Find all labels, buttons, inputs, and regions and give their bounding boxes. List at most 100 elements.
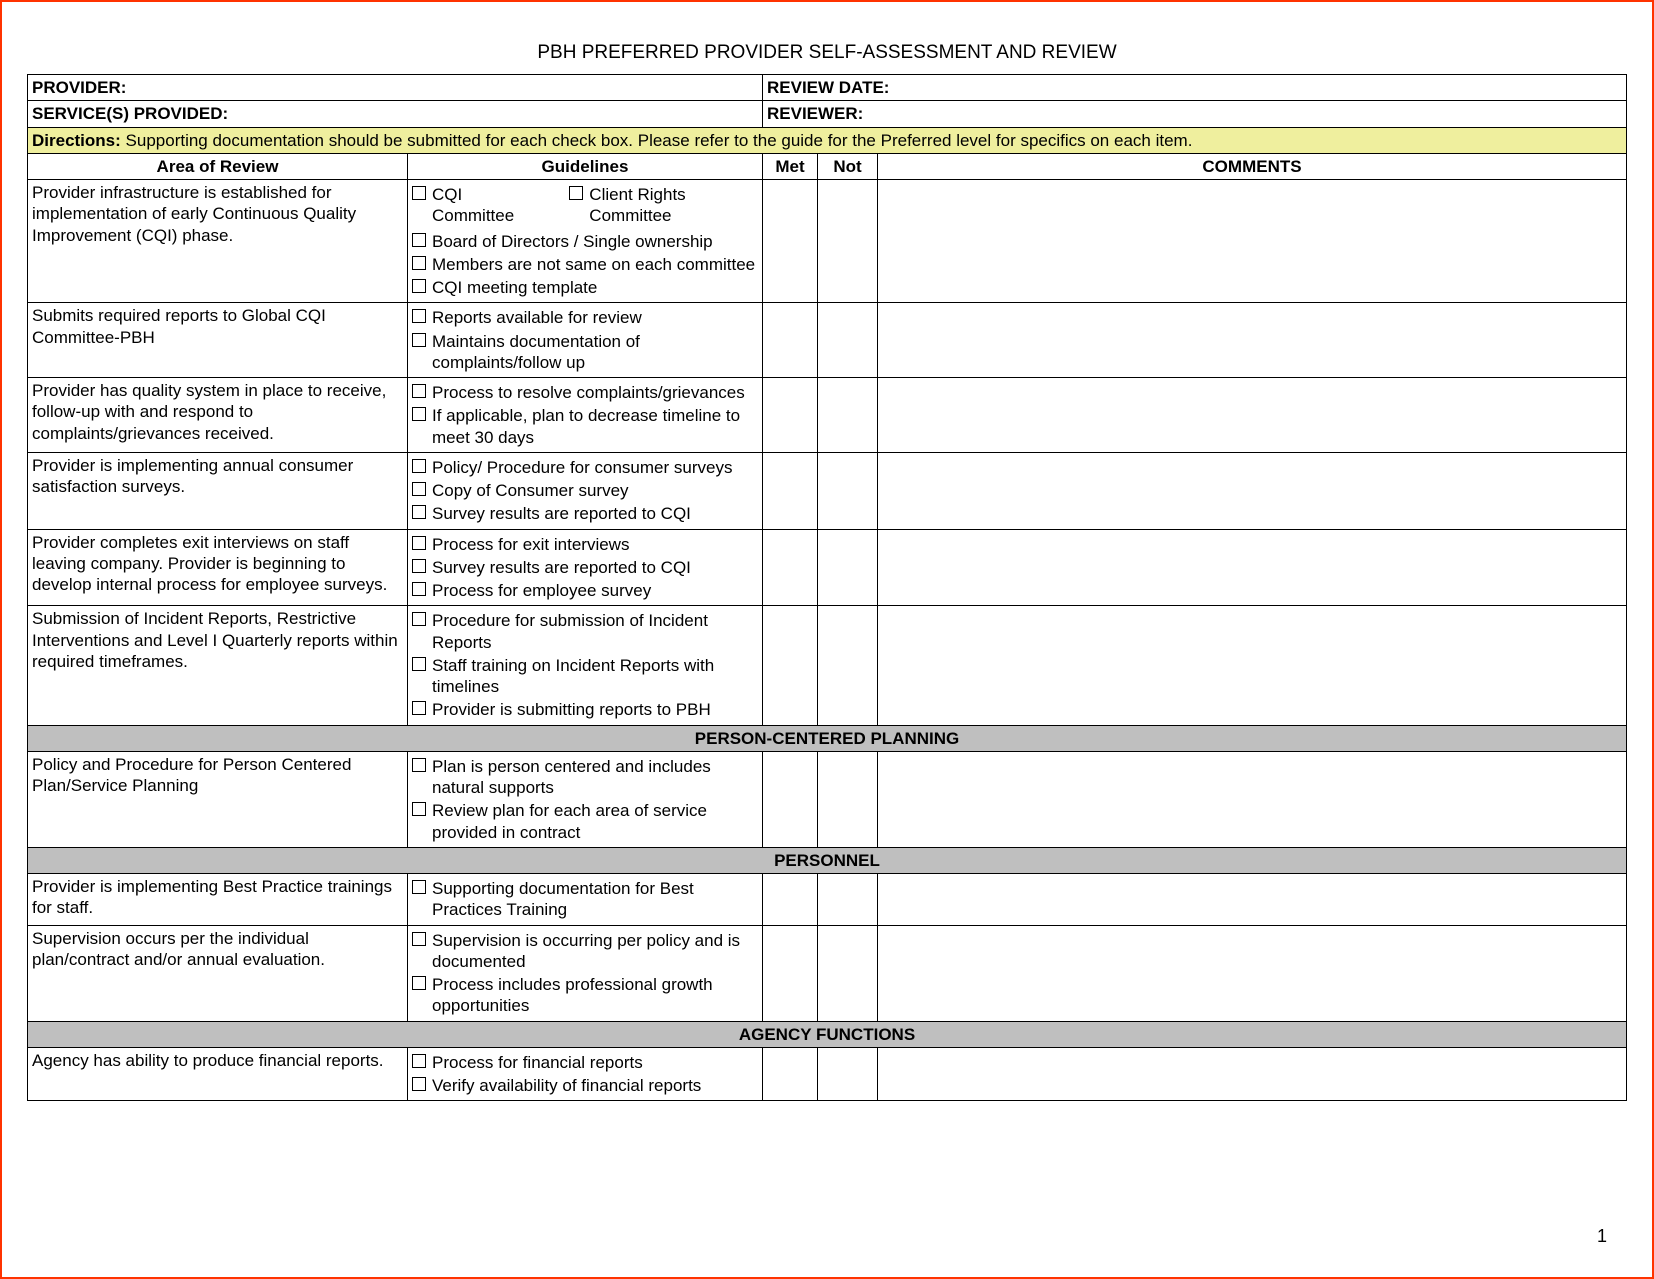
checkbox[interactable] (412, 256, 426, 270)
checkbox[interactable] (412, 701, 426, 715)
comments-cell[interactable] (878, 925, 1627, 1021)
checkbox[interactable] (412, 612, 426, 626)
checkbox[interactable] (412, 657, 426, 671)
comments-cell[interactable] (878, 529, 1627, 606)
checkbox-line: Supporting documentation for Best Practi… (412, 878, 758, 921)
met-cell[interactable] (763, 529, 818, 606)
met-cell[interactable] (763, 751, 818, 847)
checkbox-line: Process for financial reports (412, 1052, 758, 1073)
directions-label: Directions: (32, 131, 121, 150)
checkbox-label: Process for exit interviews (432, 534, 629, 555)
checkbox-label: Maintains documentation of complaints/fo… (432, 331, 758, 374)
met-cell[interactable] (763, 1047, 818, 1101)
checkbox[interactable] (412, 186, 426, 200)
checkbox[interactable] (412, 582, 426, 596)
checkbox[interactable] (412, 279, 426, 293)
review-row: Submits required reports to Global CQI C… (28, 303, 1627, 378)
comments-cell[interactable] (878, 874, 1627, 926)
directions-row: Directions: Supporting documentation sho… (28, 127, 1627, 153)
checkbox[interactable] (412, 1077, 426, 1091)
review-row: Provider infrastructure is established f… (28, 180, 1627, 303)
comments-cell[interactable] (878, 751, 1627, 847)
checkbox-label: Members are not same on each committee (432, 254, 755, 275)
checkbox-line: Survey results are reported to CQI (412, 503, 758, 524)
checkbox-label: Plan is person centered and includes nat… (432, 756, 758, 799)
comments-cell[interactable] (878, 1047, 1627, 1101)
checkbox[interactable] (412, 880, 426, 894)
checkbox-label: Process for financial reports (432, 1052, 643, 1073)
checkbox-label: Survey results are reported to CQI (432, 503, 691, 524)
checkbox-line: Supervision is occurring per policy and … (412, 930, 758, 973)
checkbox[interactable] (412, 802, 426, 816)
met-cell[interactable] (763, 303, 818, 378)
col-area: Area of Review (28, 153, 408, 179)
not-cell[interactable] (818, 180, 878, 303)
checkbox-line: Process includes professional growth opp… (412, 974, 758, 1017)
met-cell[interactable] (763, 874, 818, 926)
comments-cell[interactable] (878, 180, 1627, 303)
checkbox-pair: CQI CommitteeClient Rights Committee (412, 182, 758, 229)
checkbox-line: Staff training on Incident Reports with … (412, 655, 758, 698)
checkbox[interactable] (412, 407, 426, 421)
review-row: Supervision occurs per the individual pl… (28, 925, 1627, 1021)
not-cell[interactable] (818, 1047, 878, 1101)
checkbox-line: Copy of Consumer survey (412, 480, 758, 501)
checkbox-line: Members are not same on each committee (412, 254, 758, 275)
checkbox-line: Maintains documentation of complaints/fo… (412, 331, 758, 374)
checkbox-label: Policy/ Procedure for consumer surveys (432, 457, 732, 478)
not-cell[interactable] (818, 606, 878, 725)
checkbox[interactable] (412, 309, 426, 323)
checkbox[interactable] (412, 1054, 426, 1068)
comments-cell[interactable] (878, 452, 1627, 529)
checkbox-label: Copy of Consumer survey (432, 480, 629, 501)
checkbox[interactable] (412, 976, 426, 990)
checkbox-label: Review plan for each area of service pro… (432, 800, 758, 843)
checkbox[interactable] (412, 758, 426, 772)
checkbox-label: Staff training on Incident Reports with … (432, 655, 758, 698)
review-row: Submission of Incident Reports, Restrict… (28, 606, 1627, 725)
checkbox[interactable] (412, 559, 426, 573)
checkbox-label: If applicable, plan to decrease timeline… (432, 405, 758, 448)
area-cell: Submission of Incident Reports, Restrict… (28, 606, 408, 725)
not-cell[interactable] (818, 529, 878, 606)
guidelines-cell: Reports available for review Maintains do… (408, 303, 763, 378)
not-cell[interactable] (818, 751, 878, 847)
checkbox[interactable] (412, 333, 426, 347)
checkbox[interactable] (412, 384, 426, 398)
not-cell[interactable] (818, 925, 878, 1021)
checkbox-line: CQI meeting template (412, 277, 758, 298)
met-cell[interactable] (763, 452, 818, 529)
comments-cell[interactable] (878, 303, 1627, 378)
checkbox-label: Reports available for review (432, 307, 642, 328)
page-number: 1 (1597, 1226, 1607, 1247)
comments-cell[interactable] (878, 378, 1627, 453)
checkbox-line: Process to resolve complaints/grievances (412, 382, 758, 403)
met-cell[interactable] (763, 180, 818, 303)
checkbox[interactable] (569, 186, 583, 200)
header-row-1: PROVIDER: REVIEW DATE: (28, 75, 1627, 101)
col-not: Not (818, 153, 878, 179)
section-personnel: PERSONNEL (28, 847, 1627, 873)
checkbox[interactable] (412, 459, 426, 473)
not-cell[interactable] (818, 303, 878, 378)
met-cell[interactable] (763, 378, 818, 453)
checkbox-line: Process for exit interviews (412, 534, 758, 555)
review-row: Policy and Procedure for Person Centered… (28, 751, 1627, 847)
not-cell[interactable] (818, 452, 878, 529)
not-cell[interactable] (818, 874, 878, 926)
checkbox[interactable] (412, 505, 426, 519)
checkbox[interactable] (412, 482, 426, 496)
met-cell[interactable] (763, 606, 818, 725)
checkbox[interactable] (412, 932, 426, 946)
guidelines-cell: Process to resolve complaints/grievances… (408, 378, 763, 453)
met-cell[interactable] (763, 925, 818, 1021)
checkbox[interactable] (412, 536, 426, 550)
area-cell: Provider completes exit interviews on st… (28, 529, 408, 606)
area-cell: Provider infrastructure is established f… (28, 180, 408, 303)
not-cell[interactable] (818, 378, 878, 453)
directions-text: Supporting documentation should be submi… (126, 131, 1193, 150)
area-cell: Provider is implementing annual consumer… (28, 452, 408, 529)
guidelines-cell: Supporting documentation for Best Practi… (408, 874, 763, 926)
comments-cell[interactable] (878, 606, 1627, 725)
checkbox[interactable] (412, 233, 426, 247)
